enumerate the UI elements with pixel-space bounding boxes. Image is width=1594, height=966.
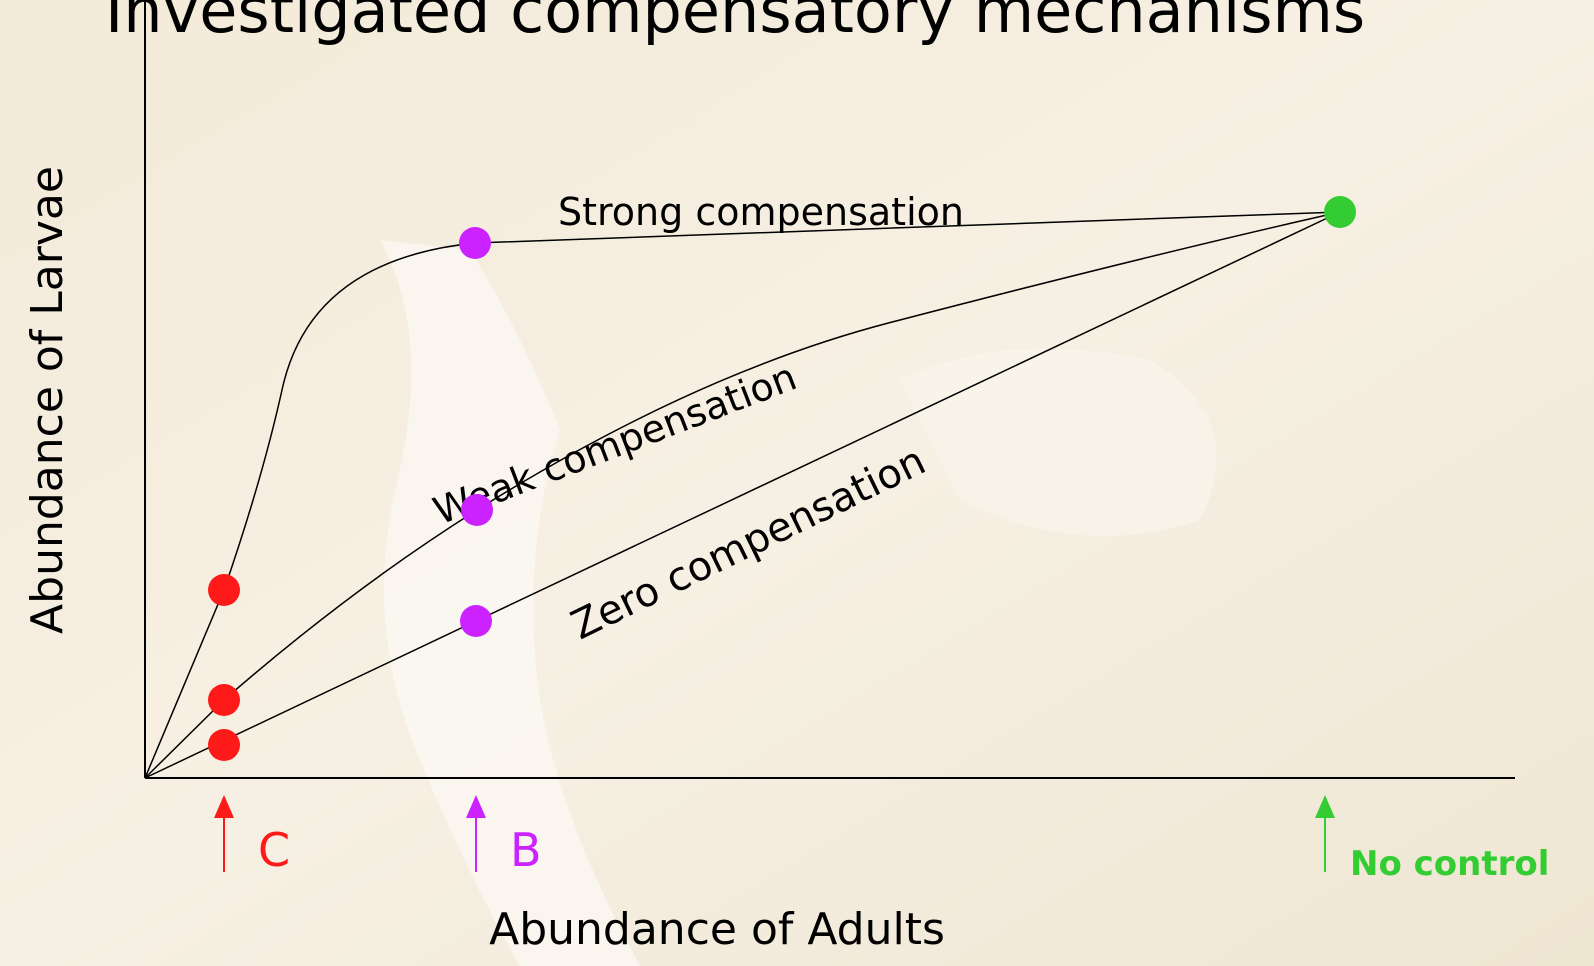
marker-label: B: [510, 823, 542, 877]
title: Investigated compensatory mechanisms: [105, 0, 1365, 47]
arrow-head: [1315, 795, 1335, 818]
strong-curve: [144, 211, 1341, 779]
point: [460, 605, 492, 637]
marker-label: No control: [1350, 844, 1549, 884]
point: [1324, 196, 1356, 228]
point: [208, 684, 240, 716]
lake-shape: [380, 240, 640, 966]
point: [208, 574, 240, 606]
marker-label: C: [258, 823, 290, 877]
weak-curve: [144, 211, 1341, 779]
point: [459, 227, 491, 259]
x-axis-label: Abundance of Adults: [489, 904, 945, 955]
y-axis-label: Abundance of Larvae: [22, 166, 73, 634]
arrow-head: [214, 795, 234, 818]
point: [208, 729, 240, 761]
point: [461, 494, 493, 526]
arrow-head: [466, 795, 486, 818]
curve-label: Strong compensation: [558, 190, 964, 234]
lake-shape: [900, 348, 1217, 536]
